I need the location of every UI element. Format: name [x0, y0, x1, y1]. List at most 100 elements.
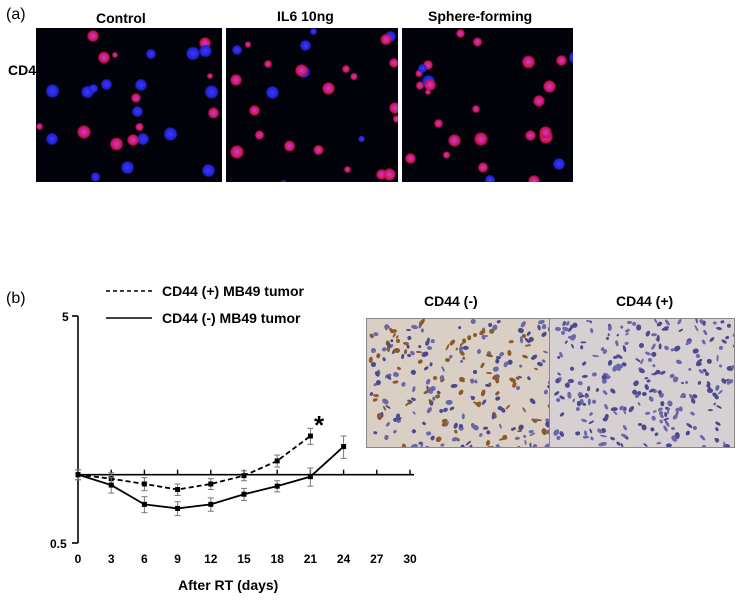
data-point	[241, 491, 247, 497]
nucleus	[719, 345, 724, 351]
cell	[204, 85, 219, 99]
column-title-sphere: Sphere-forming	[428, 8, 533, 24]
nucleus	[390, 328, 398, 334]
row-label-cd44: CD44	[8, 62, 44, 78]
nucleus	[733, 399, 734, 404]
cell	[350, 72, 358, 81]
nucleus	[658, 343, 663, 350]
nucleus	[486, 371, 492, 374]
cell	[310, 28, 318, 36]
nucleus	[591, 371, 597, 377]
micrograph-sphere	[402, 28, 573, 182]
nucleus	[620, 432, 627, 438]
nucleus	[660, 400, 665, 406]
ihc-image-cd44-positive	[549, 318, 735, 448]
nucleus	[478, 431, 484, 437]
data-point	[108, 476, 114, 482]
y-tick-label-bottom: 0.5	[50, 537, 67, 551]
x-tick-label: 21	[304, 552, 318, 566]
nucleus	[604, 413, 610, 421]
nucleus	[603, 403, 609, 411]
nucleus	[424, 444, 430, 447]
nucleus	[414, 445, 419, 447]
cell	[374, 180, 388, 182]
nucleus	[533, 366, 539, 371]
cell	[485, 175, 495, 182]
data-point	[141, 481, 147, 487]
nucleus	[432, 375, 438, 381]
cell	[199, 45, 212, 58]
cell	[135, 78, 147, 91]
cell	[46, 133, 58, 145]
nucleus	[613, 410, 618, 416]
nucleus	[373, 431, 378, 435]
nucleus	[620, 442, 625, 447]
cell	[279, 179, 288, 182]
nucleus	[651, 363, 656, 368]
cell	[521, 54, 536, 69]
cell	[525, 130, 536, 141]
nucleus	[614, 339, 619, 347]
cell	[376, 169, 388, 181]
cell	[388, 57, 398, 69]
nucleus	[372, 393, 379, 398]
nucleus	[587, 419, 594, 425]
data-point	[75, 472, 81, 478]
nucleus	[436, 389, 442, 395]
nucleus	[417, 344, 422, 349]
nucleus	[720, 319, 725, 324]
cell	[313, 144, 324, 156]
nucleus	[649, 426, 656, 433]
cell	[46, 84, 60, 98]
nucleus	[515, 436, 521, 440]
cell	[76, 125, 91, 140]
cell	[111, 51, 119, 59]
nucleus	[673, 344, 682, 353]
nucleus	[684, 379, 689, 385]
nucleus	[445, 358, 451, 363]
cell	[473, 37, 483, 47]
nucleus	[525, 330, 532, 337]
nucleus	[472, 333, 478, 339]
nucleus	[448, 405, 455, 411]
cell	[555, 54, 568, 67]
nucleus	[570, 343, 575, 349]
cell	[434, 118, 444, 128]
nucleus	[424, 365, 430, 371]
nucleus	[395, 338, 400, 344]
nucleus	[454, 429, 459, 434]
nucleus	[650, 351, 658, 358]
nucleus	[677, 328, 684, 333]
nucleus	[412, 386, 417, 394]
nucleus	[554, 326, 561, 332]
nucleus	[714, 394, 720, 400]
cell	[423, 79, 436, 92]
nucleus	[577, 380, 583, 386]
nucleus	[496, 445, 503, 447]
nucleus	[568, 366, 575, 372]
nucleus	[675, 358, 683, 365]
cell	[146, 49, 156, 59]
nucleus	[445, 344, 451, 352]
data-point	[307, 433, 313, 439]
nucleus	[480, 333, 487, 340]
nucleus	[653, 409, 658, 413]
nucleus	[400, 353, 405, 360]
nucleus	[370, 361, 377, 367]
nucleus	[651, 415, 657, 422]
cell	[442, 150, 451, 159]
nucleus	[693, 325, 699, 332]
x-axis-label: After RT (days)	[178, 577, 278, 593]
cell	[207, 107, 220, 119]
nucleus	[585, 319, 590, 323]
nucleus	[515, 446, 521, 447]
nucleus	[582, 374, 589, 378]
nucleus	[662, 328, 669, 332]
nucleus	[385, 421, 391, 427]
cell	[254, 130, 265, 140]
nucleus	[571, 398, 576, 403]
nucleus	[581, 417, 588, 424]
column-title-control: Control	[96, 10, 146, 26]
nucleus	[700, 339, 706, 346]
nucleus	[575, 406, 582, 412]
